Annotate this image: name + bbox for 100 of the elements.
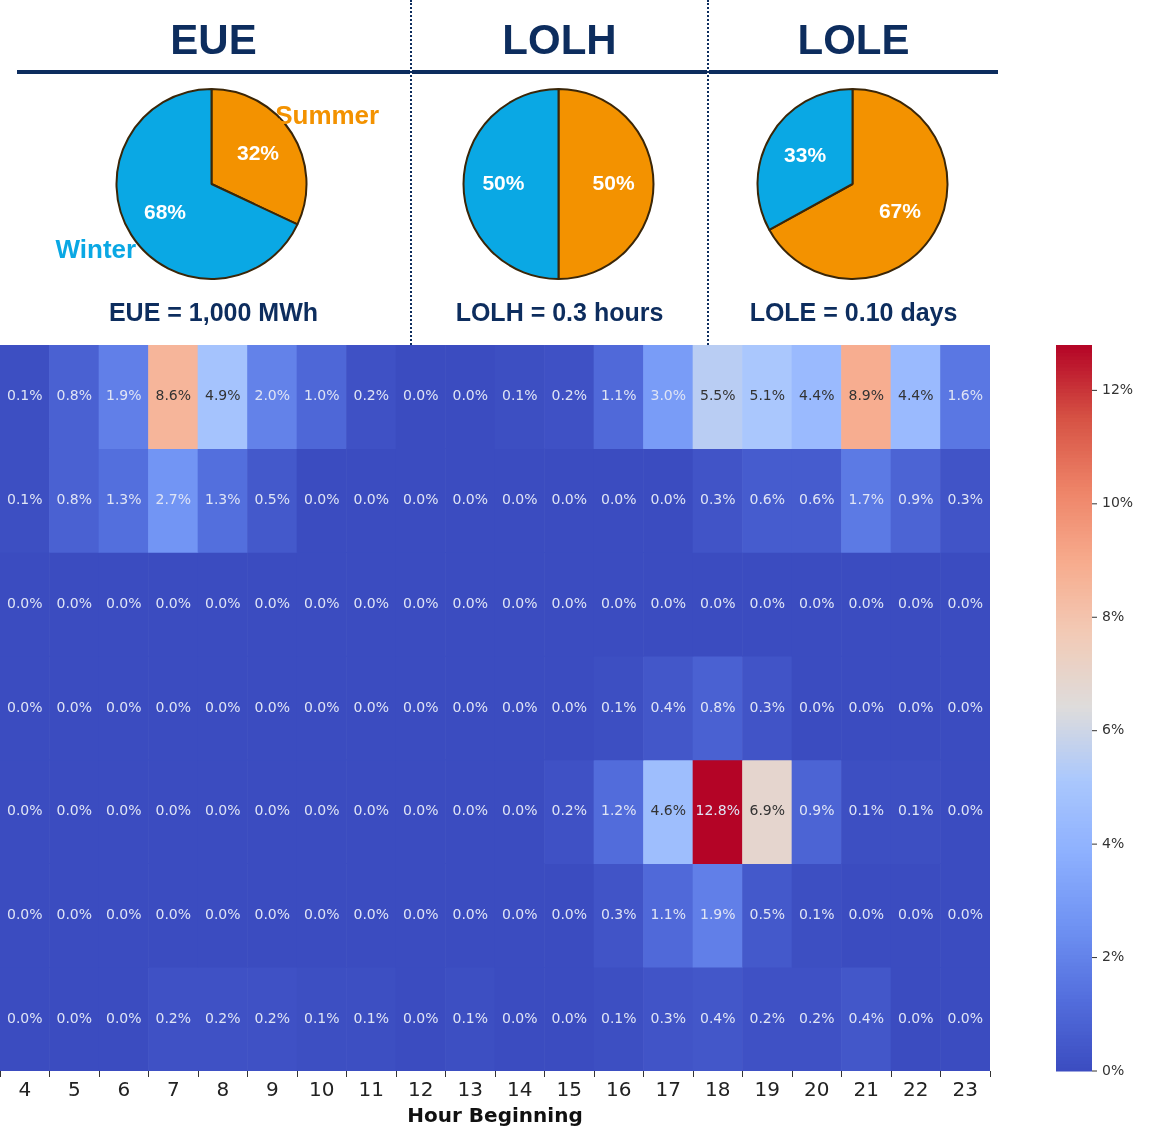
data-label: 0.0% — [204, 594, 241, 611]
data-label: 0.0% — [551, 698, 588, 715]
data-label: 0.0% — [155, 698, 192, 715]
data-label: 0.0% — [402, 802, 439, 819]
data-label: 0.3% — [749, 698, 786, 715]
data-label: 0.0% — [105, 1009, 142, 1026]
x-tick-label: 11 — [358, 1077, 384, 1102]
data-label: 0.0% — [353, 594, 390, 611]
data-label: 50% — [482, 170, 525, 194]
data-label: 4.4% — [798, 387, 835, 404]
data-label: 8.6% — [155, 387, 192, 404]
data-label: 2.0% — [254, 387, 291, 404]
data-label: 0.0% — [303, 491, 340, 508]
data-label: 12.8% — [695, 802, 740, 819]
slice-label: Winter — [55, 234, 137, 265]
data-label: 6.9% — [749, 802, 786, 819]
x-tick-label: 6 — [117, 1077, 131, 1102]
text: LOLH = 0.3 hours — [454, 298, 665, 327]
data-label: 5.1% — [749, 387, 786, 404]
data-label: 0.0% — [402, 1009, 439, 1026]
data-label: 0.0% — [402, 491, 439, 508]
data-label: 0.5% — [749, 906, 786, 923]
data-label: 50% — [592, 170, 635, 194]
data-label: 0.1% — [897, 802, 934, 819]
data-label: 0.0% — [897, 1009, 934, 1026]
data-label: 0.0% — [501, 906, 538, 923]
x-tick-label: 18 — [705, 1077, 731, 1102]
data-label: 0.0% — [897, 698, 934, 715]
data-label: 0.0% — [452, 491, 489, 508]
data-label: 1.9% — [699, 906, 736, 923]
data-label: 0.0% — [501, 1009, 538, 1026]
x-tick-label: 14 — [507, 1077, 533, 1102]
data-label: 0.0% — [254, 594, 291, 611]
data-label: 0.0% — [56, 802, 93, 819]
color-bar-label: 8% — [1102, 607, 1125, 624]
data-label: 0.6% — [798, 491, 835, 508]
data-label: 0.4% — [699, 1009, 736, 1026]
data-label: 0.0% — [551, 594, 588, 611]
slice-label: Summer — [275, 100, 380, 131]
data-label: 0.3% — [650, 1009, 687, 1026]
x-tick-label: 19 — [754, 1077, 780, 1102]
data-label: 0.9% — [798, 802, 835, 819]
data-label: 0.0% — [56, 594, 93, 611]
data-label: 0.0% — [56, 906, 93, 923]
data-label: 0.2% — [353, 387, 390, 404]
data-label: 0.0% — [204, 906, 241, 923]
x-tick-label: 8 — [216, 1077, 230, 1102]
data-label: 0.0% — [56, 1009, 93, 1026]
data-label: 0.0% — [155, 802, 192, 819]
data-label: 0.0% — [303, 802, 340, 819]
data-label: 0.0% — [105, 698, 142, 715]
data-label: 3.0% — [650, 387, 687, 404]
data-label: 0.6% — [749, 491, 786, 508]
data-label: 5.5% — [699, 387, 736, 404]
data-label: 0.0% — [897, 594, 934, 611]
data-label: 0.8% — [56, 491, 93, 508]
x-tick-label: 17 — [655, 1077, 681, 1102]
data-label: 1.1% — [650, 906, 687, 923]
text: EUE = 1,000 MWh — [107, 298, 320, 327]
data-label: 0.0% — [204, 698, 241, 715]
data-label: 0.4% — [650, 698, 687, 715]
data-label: 0.0% — [353, 906, 390, 923]
data-label: 0.0% — [6, 698, 43, 715]
data-label: 0.3% — [947, 491, 984, 508]
data-label: 0.0% — [452, 698, 489, 715]
data-label: 68% — [143, 200, 187, 224]
data-label: 0.1% — [6, 491, 43, 508]
x-tick-label: 5 — [67, 1077, 81, 1102]
data-label: 0.0% — [650, 594, 687, 611]
data-label: 0.1% — [600, 1009, 637, 1026]
data-label: 0.0% — [452, 387, 489, 404]
color-bar-label: 0% — [1102, 1061, 1125, 1078]
data-label: 0.0% — [6, 1009, 43, 1026]
x-tick-label: 20 — [804, 1077, 830, 1102]
data-label: 0.5% — [254, 491, 291, 508]
data-label: 0.0% — [551, 1009, 588, 1026]
data-label: 0.0% — [105, 594, 142, 611]
data-label: 0.8% — [56, 387, 93, 404]
data-label: 0.1% — [600, 698, 637, 715]
data-label: 33% — [784, 142, 827, 166]
data-label: 0.0% — [402, 387, 439, 404]
data-label: 0.0% — [501, 698, 538, 715]
data-label: 0.0% — [353, 802, 390, 819]
data-label: 0.0% — [6, 594, 43, 611]
data-label: 1.0% — [303, 387, 340, 404]
data-label: 8.9% — [848, 387, 885, 404]
x-tick-label: 9 — [265, 1077, 279, 1102]
data-label: 0.0% — [204, 802, 241, 819]
x-tick-label: 16 — [606, 1077, 632, 1102]
data-label: 0.0% — [353, 491, 390, 508]
data-label: 0.0% — [254, 906, 291, 923]
data-label: 1.6% — [947, 387, 984, 404]
data-label: 0.1% — [452, 1009, 489, 1026]
data-label: 0.0% — [947, 1009, 984, 1026]
data-label: 0.2% — [155, 1009, 192, 1026]
data-label: 0.2% — [551, 387, 588, 404]
x-tick-label: 15 — [556, 1077, 582, 1102]
data-label: 0.0% — [402, 906, 439, 923]
data-label: 0.0% — [6, 906, 43, 923]
data-label: 0.0% — [155, 594, 192, 611]
